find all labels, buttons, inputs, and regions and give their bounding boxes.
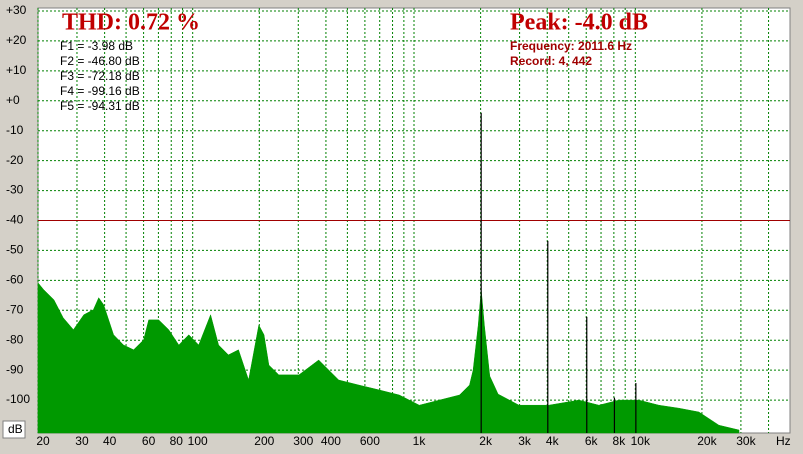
y-tick-label: -80	[6, 332, 24, 346]
labels: +30 +20 +10 +0 -10 -20 -30 -40 -50 -60 -70 -80 -90 -1…	[6, 3, 757, 448]
x-tick-label: 4k	[546, 434, 560, 448]
harmonic-label: F1 = -3.98 dB	[60, 39, 133, 53]
x-tick-label: 200	[254, 434, 274, 448]
peak-label: Peak: -4.0 dB	[510, 10, 648, 36]
harmonic-label: F4 = -99.16 dB	[60, 84, 140, 98]
y-tick-label: -90	[6, 362, 24, 376]
y-tick-label: -30	[6, 183, 24, 197]
x-tick-label: 8k	[613, 434, 627, 448]
x-tick-label: 60	[142, 434, 156, 448]
x-tick-label: 300	[293, 434, 313, 448]
harmonic-label: F3 = -72.18 dB	[60, 69, 140, 83]
x-tick-label: 6k	[585, 434, 599, 448]
x-tick-label: 400	[321, 434, 341, 448]
x-tick-label: 40	[103, 434, 117, 448]
x-tick-label: 100	[188, 434, 208, 448]
y-tick-label: +10	[6, 63, 27, 77]
spectrum-area	[37, 282, 740, 434]
y-tick-label: -10	[6, 123, 24, 137]
x-tick-label: 3k	[518, 434, 532, 448]
y-tick-label: +30	[6, 3, 27, 17]
data	[37, 112, 740, 434]
y-unit: dB	[8, 422, 23, 436]
frequency-label: Frequency: 2011.6 Hz	[510, 39, 632, 53]
harmonic-label: F5 = -94.31 dB	[60, 99, 140, 113]
harmonic-label: F2 = -46.80 dB	[60, 54, 140, 68]
x-tick-label: 10k	[631, 434, 651, 448]
x-tick-label: 80	[170, 434, 184, 448]
y-tick-label: -20	[6, 153, 24, 167]
x-tick-label: 30k	[736, 434, 756, 448]
y-tick-label: -100	[6, 392, 30, 406]
unit-box	[2, 420, 26, 439]
x-tick-label: 20k	[697, 434, 717, 448]
y-tick-label: +0	[6, 93, 20, 107]
y-tick-label: +20	[6, 33, 27, 47]
x-tick-label: 2k	[479, 434, 493, 448]
x-unit: Hz	[776, 434, 791, 448]
record-label: Record: 4, 442	[510, 54, 592, 68]
x-tick-label: 1k	[413, 434, 427, 448]
thd-title: THD: 0.72 %	[62, 10, 200, 36]
y-tick-label: -50	[6, 243, 24, 257]
x-tick-label: 600	[360, 434, 380, 448]
y-tick-label: -70	[6, 302, 24, 316]
x-tick-label: 20	[36, 434, 50, 448]
x-tick-label: 30	[75, 434, 89, 448]
y-tick-label: -40	[6, 213, 24, 227]
y-tick-label: -60	[6, 273, 24, 287]
grid	[37, 8, 790, 433]
